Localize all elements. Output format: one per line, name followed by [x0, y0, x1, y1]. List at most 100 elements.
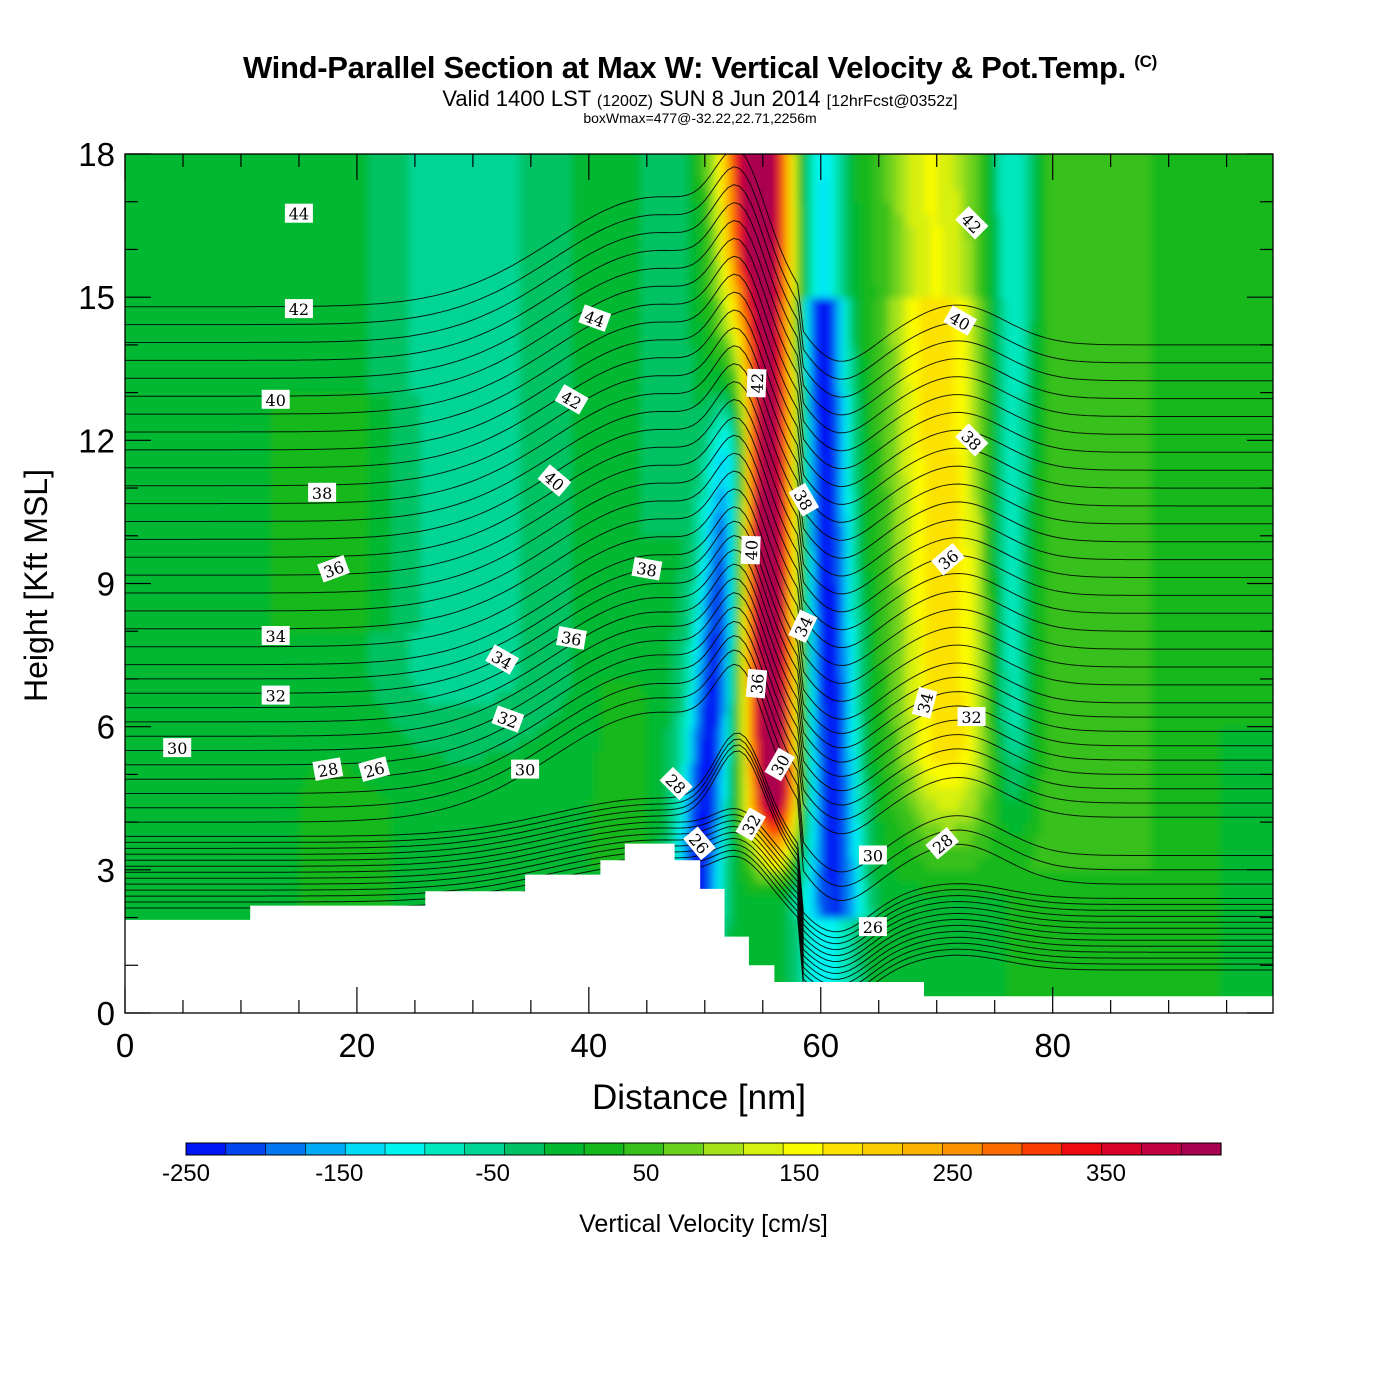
field-cell: [148, 678, 155, 692]
field-cell: [136, 213, 144, 227]
field-cell: [420, 678, 428, 692]
field-cell: [165, 893, 173, 907]
field-cell: [443, 309, 451, 322]
field-cell: [368, 464, 376, 478]
field-cell: [275, 213, 283, 227]
field-cell: [298, 404, 306, 418]
field-cell: [310, 846, 318, 859]
field-cell: [258, 488, 266, 501]
field-cell: [478, 261, 486, 275]
field-cell: [130, 535, 138, 549]
field-cell: [426, 881, 434, 895]
field-cell: [385, 189, 393, 203]
field-cell: [339, 368, 347, 382]
field-cell: [246, 786, 254, 800]
field-cell: [380, 285, 387, 299]
field-cell: [159, 321, 167, 334]
field-cell: [310, 368, 318, 382]
field-cell: [391, 213, 399, 227]
field-cell: [345, 344, 353, 358]
field-cell: [159, 726, 167, 740]
field-cell: [165, 762, 173, 776]
field-cell: [380, 416, 387, 430]
field-cell: [484, 440, 492, 454]
field-cell: [304, 523, 312, 537]
field-cell: [472, 476, 480, 489]
field-cell: [327, 368, 335, 382]
field-cell: [345, 500, 353, 513]
field-cell: [397, 261, 405, 275]
field-cell: [461, 523, 469, 537]
field-cell: [177, 249, 184, 263]
field-cell: [455, 535, 463, 549]
field-cell: [171, 822, 179, 835]
field-cell: [450, 130, 457, 143]
field-cell: [154, 118, 161, 131]
field-cell: [472, 726, 480, 740]
field-cell: [385, 702, 393, 716]
field-cell: [328, 1013, 335, 1026]
field-cell: [397, 500, 405, 513]
field-cell: [385, 356, 393, 370]
field-cell: [316, 500, 324, 513]
field-cell: [217, 511, 225, 525]
field-cell: [455, 714, 463, 728]
field-cell: [264, 511, 271, 525]
field-cell: [368, 643, 376, 657]
field-cell: [310, 750, 318, 764]
field-cell: [438, 249, 445, 263]
field-cell: [148, 571, 155, 585]
field-cell: [484, 416, 492, 430]
field-cell: [409, 356, 416, 370]
field-cell: [339, 726, 347, 740]
field-cell: [409, 428, 416, 442]
field-cell: [484, 869, 492, 883]
field-cell: [397, 368, 405, 382]
field-cell: [246, 177, 254, 191]
field-cell: [287, 798, 295, 812]
field-cell: [188, 213, 196, 227]
field-cell: [229, 344, 237, 358]
field-cell: [339, 380, 347, 394]
field-cell: [154, 309, 161, 322]
field-cell: [165, 440, 173, 454]
field-cell: [264, 535, 271, 549]
field-cell: [362, 165, 370, 179]
field-cell: [275, 404, 283, 418]
field-cell: [391, 500, 399, 513]
field-cell: [368, 404, 376, 418]
field-cell: [333, 344, 341, 358]
field-cell: [241, 690, 248, 704]
field-cell: [194, 523, 202, 537]
field-cell: [322, 726, 329, 740]
field-cell: [154, 631, 161, 645]
field-cell: [414, 631, 422, 645]
field-cell: [264, 523, 271, 537]
field-cell: [397, 201, 405, 215]
field-cell: [194, 249, 202, 263]
field-cell: [177, 297, 184, 311]
field-cell: [241, 643, 248, 657]
field-cell: [188, 511, 196, 525]
field-cell: [351, 154, 358, 167]
field-cell: [409, 690, 416, 704]
field-cell: [316, 834, 324, 847]
field-cell: [235, 154, 242, 167]
field-cell: [374, 786, 382, 800]
field-cell: [177, 619, 184, 633]
field-cell: [380, 380, 387, 394]
chart-title: Wind-Parallel Section at Max W: Vertical…: [0, 50, 1400, 86]
field-cell: [467, 416, 474, 430]
field-cell: [356, 452, 364, 466]
field-cell: [287, 846, 295, 859]
field-cell: [159, 344, 167, 358]
field-cell: [385, 607, 393, 621]
field-cell: [391, 177, 399, 191]
field-cell: [264, 1013, 271, 1026]
field-cell: [357, 1013, 364, 1026]
field-cell: [478, 476, 486, 489]
field-cell: [188, 631, 196, 645]
field-cell: [427, 1013, 434, 1026]
field-cell: [264, 857, 271, 871]
field-cell: [385, 297, 393, 311]
